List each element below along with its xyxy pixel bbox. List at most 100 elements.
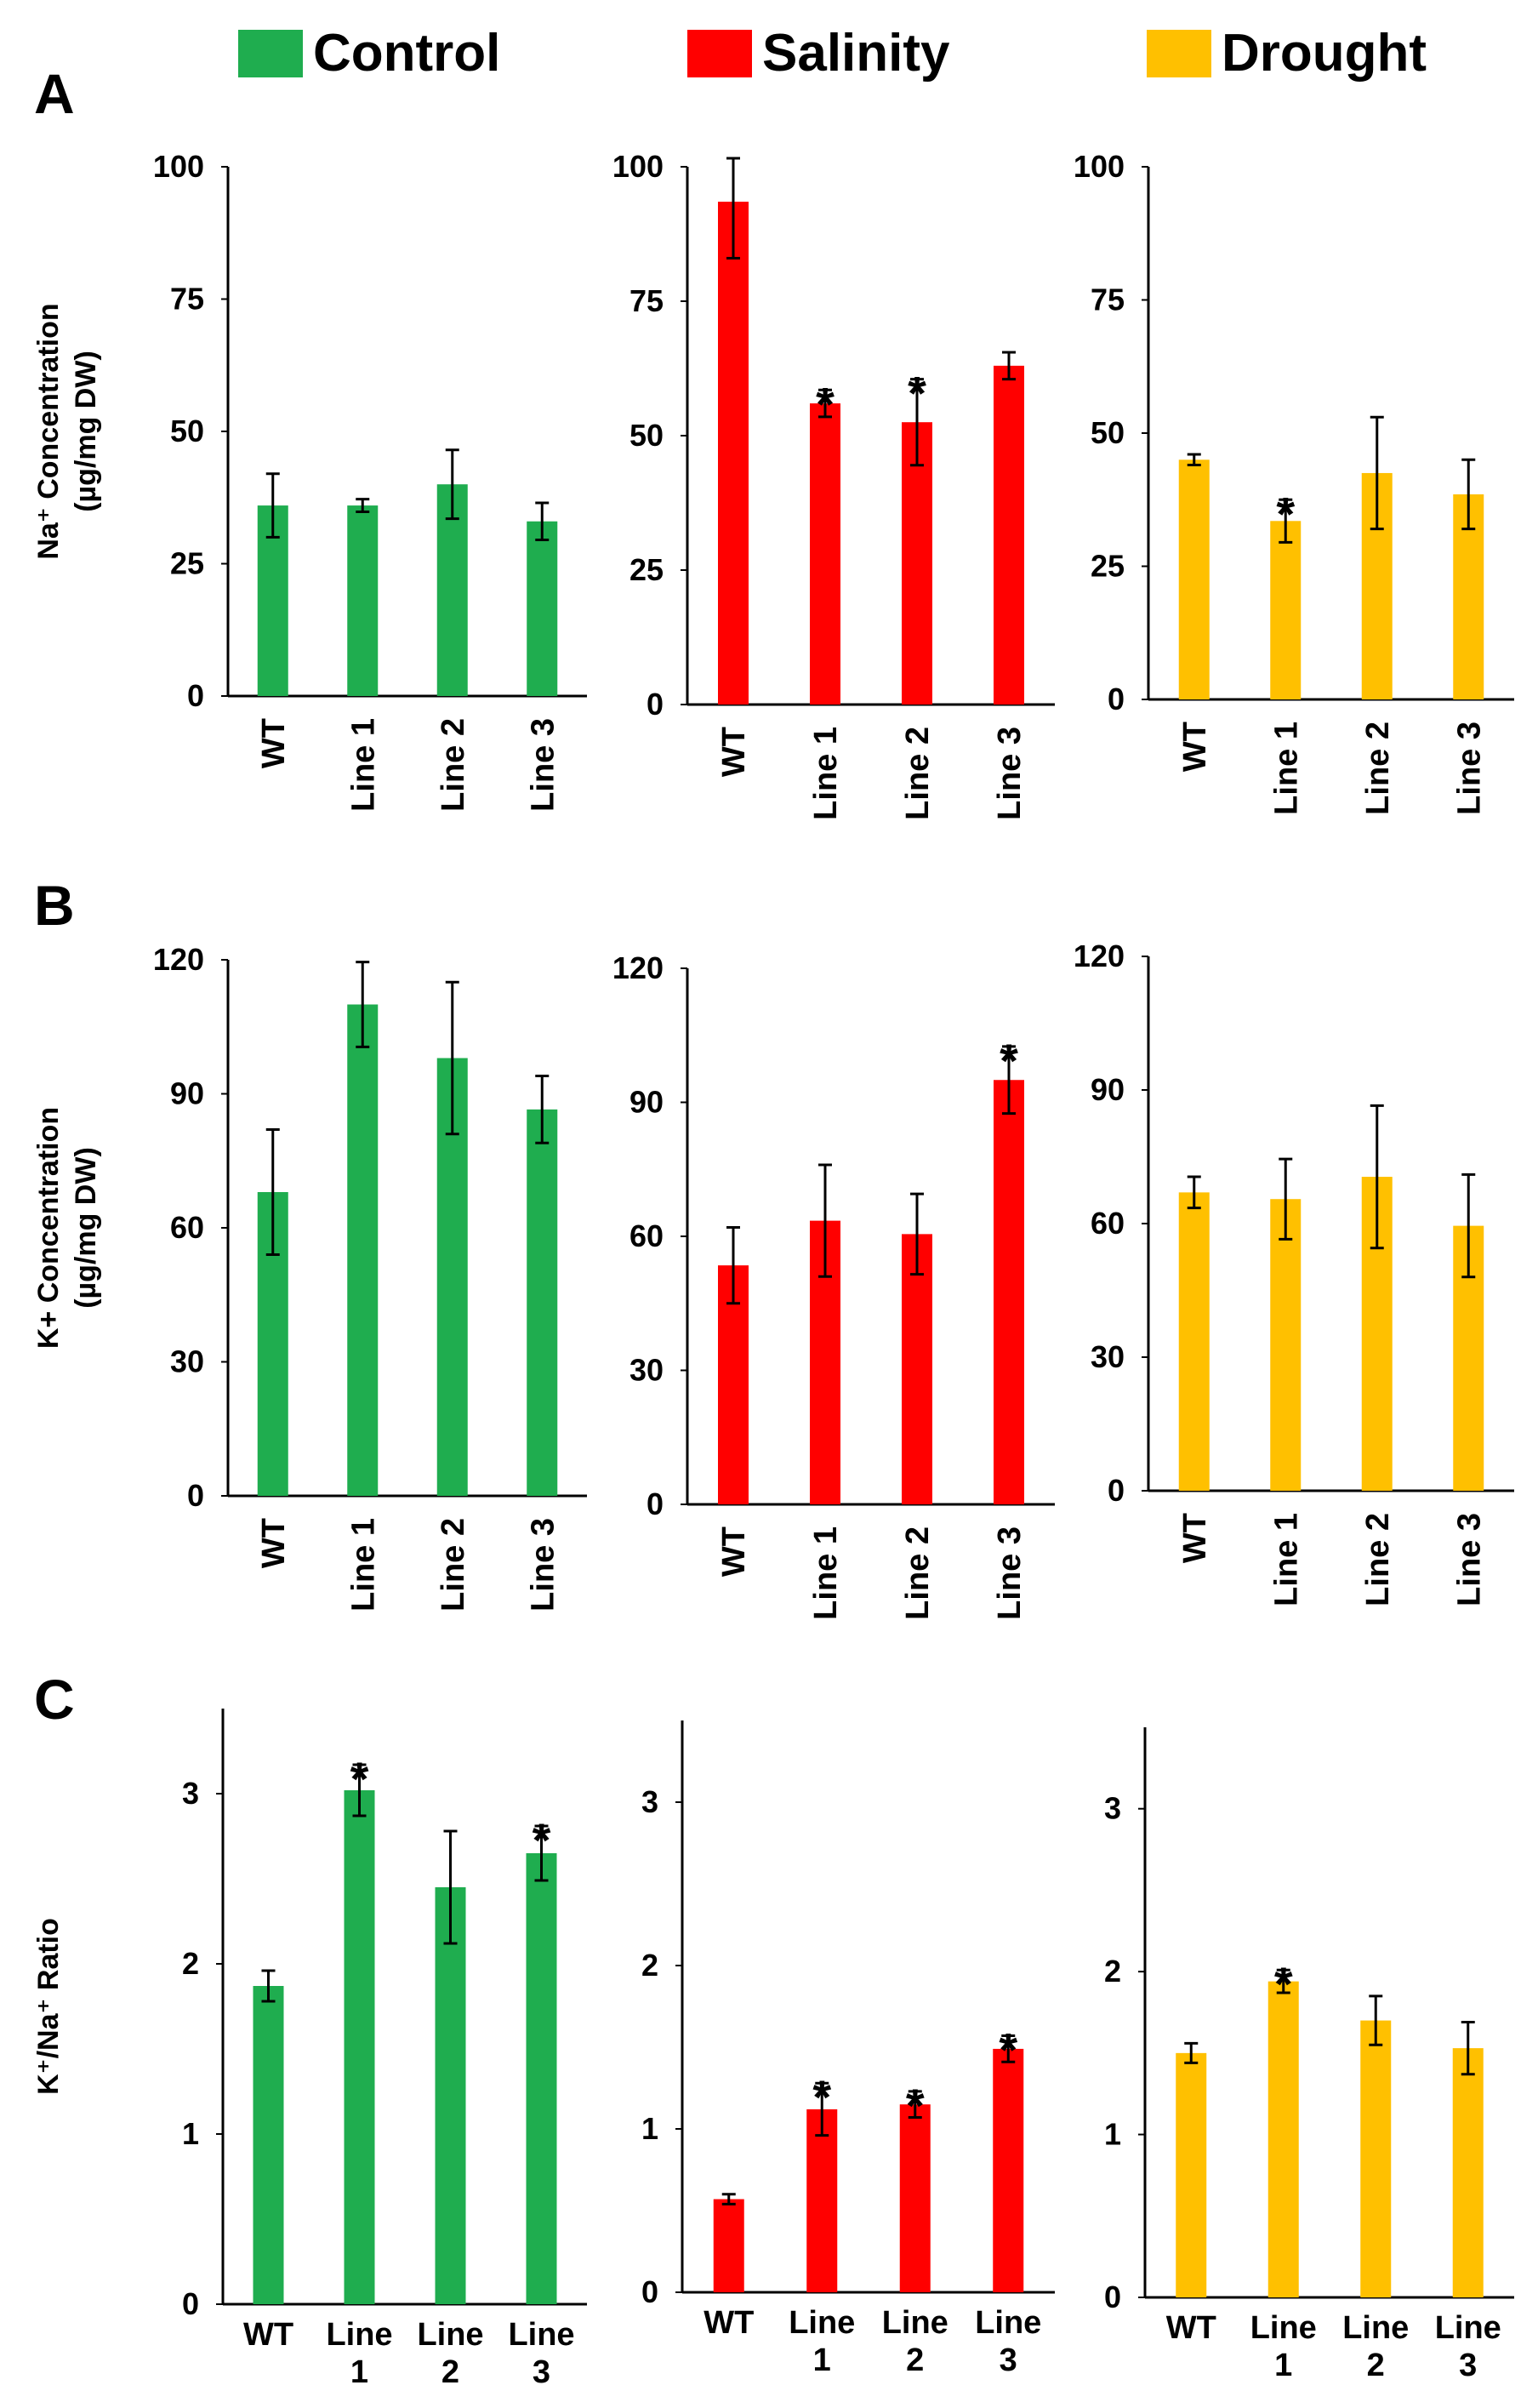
significance-star: * bbox=[1000, 1034, 1018, 1087]
significance-star: * bbox=[812, 2070, 831, 2124]
x-tick-label: Line 2 bbox=[900, 727, 936, 820]
x-tick-label: Line 1 bbox=[1250, 2310, 1317, 2383]
x-tick-label: Line 1 bbox=[1268, 1513, 1304, 1606]
bar-b-salinity-4 bbox=[994, 1080, 1024, 1504]
bar-c-salinity-4 bbox=[993, 2048, 1024, 2292]
y-tick-label: 60 bbox=[1091, 1206, 1125, 1241]
x-tick-label: Line 3 bbox=[992, 727, 1028, 820]
y-tick-label: 75 bbox=[170, 282, 204, 317]
chart-c-drought: 0 1 2 3 WT * Line 1 Line 2 Line 3 bbox=[1104, 1727, 1514, 2383]
bar-c-salinity-3 bbox=[899, 2104, 931, 2292]
x-tick-label: Line 3 bbox=[525, 1518, 561, 1612]
legend-swatch-control bbox=[238, 30, 303, 77]
x-tick-label: WT bbox=[703, 2305, 754, 2341]
legend-swatch-salinity bbox=[687, 30, 752, 77]
y-tick-label: 100 bbox=[153, 149, 204, 184]
x-tick-label: WT bbox=[1177, 1513, 1213, 1563]
significance-star: * bbox=[908, 367, 926, 420]
panel-letter-b: B bbox=[34, 874, 75, 937]
panel-letter-c: C bbox=[34, 1668, 75, 1731]
x-tick-label: Line 3 bbox=[975, 2305, 1041, 2378]
chart-c-salinity: 0 1 2 3 WT * Line 1 * Line 2 * Line 3 bbox=[641, 1720, 1055, 2378]
x-tick-label: Line 2 bbox=[1342, 2310, 1409, 2383]
panel-letter-a: A bbox=[34, 62, 75, 125]
legend-label-drought: Drought bbox=[1222, 24, 1427, 83]
y-tick-label: 0 bbox=[182, 2286, 199, 2321]
bar-b-salinity-1 bbox=[718, 1265, 749, 1504]
bar-c-control-2 bbox=[344, 1790, 375, 2304]
significance-star: * bbox=[906, 2079, 925, 2132]
x-tick-label: Line 2 bbox=[882, 2305, 948, 2378]
bar-a-drought-2 bbox=[1270, 521, 1302, 699]
x-tick-label: Line 1 bbox=[345, 1518, 381, 1612]
x-tick-label: Line 3 bbox=[1435, 2310, 1501, 2383]
y-tick-label: 25 bbox=[170, 546, 204, 581]
y-tick-label: 120 bbox=[1074, 939, 1125, 973]
y-tick-label: 30 bbox=[629, 1353, 664, 1388]
x-tick-label: Line 2 bbox=[436, 1518, 471, 1612]
bar-a-salinity-4 bbox=[994, 365, 1024, 705]
y-tick-label: 1 bbox=[1104, 2117, 1121, 2152]
y-tick-label: 60 bbox=[629, 1218, 664, 1253]
x-tick-label: Line 3 bbox=[992, 1526, 1028, 1620]
significance-star: * bbox=[999, 2023, 1017, 2077]
y-tick-label: 50 bbox=[170, 414, 204, 448]
y-tick-label: 0 bbox=[641, 2274, 658, 2309]
x-tick-label: Line 2 bbox=[436, 718, 471, 812]
x-tick-label: Line 3 bbox=[525, 718, 561, 812]
y-tick-label: 90 bbox=[170, 1076, 204, 1111]
y-tick-label: 75 bbox=[1091, 282, 1125, 317]
x-tick-label: Line 1 bbox=[789, 2305, 855, 2378]
y-tick-label: 90 bbox=[629, 1085, 664, 1120]
bar-b-control-2 bbox=[347, 1004, 379, 1496]
bar-c-salinity-2 bbox=[806, 2108, 838, 2292]
bar-a-control-4 bbox=[527, 521, 558, 696]
y-tick-label: 2 bbox=[182, 1946, 199, 1981]
y-tick-label: 0 bbox=[1108, 682, 1125, 716]
y-tick-label: 1 bbox=[641, 2111, 658, 2146]
legend-swatch-drought bbox=[1147, 30, 1211, 77]
x-tick-label: Line 1 bbox=[808, 727, 844, 820]
y-tick-label: 25 bbox=[1091, 549, 1125, 584]
bar-b-salinity-3 bbox=[902, 1234, 932, 1504]
y-tick-label: 75 bbox=[629, 283, 664, 318]
y-tick-label: 120 bbox=[612, 950, 664, 985]
x-tick-label: WT bbox=[1166, 2310, 1216, 2346]
x-tick-label: Line 2 bbox=[900, 1526, 936, 1620]
x-tick-label: Line 1 bbox=[808, 1526, 844, 1620]
bar-a-salinity-2 bbox=[810, 403, 840, 705]
x-tick-label: Line 3 bbox=[1451, 1513, 1487, 1606]
y-axis-label-b: K+ Concentration (µg/mg DW) bbox=[32, 1107, 102, 1349]
chart-b-control: 0 30 60 90 120 K+ Concentration (µg/mg DW) WT Li… bbox=[32, 942, 587, 1612]
bar-c-control-4 bbox=[526, 1853, 557, 2304]
y-tick-label: 100 bbox=[1074, 149, 1125, 184]
significance-star: * bbox=[350, 1752, 369, 1806]
y-tick-label: 0 bbox=[1104, 2280, 1121, 2314]
bar-c-drought-3 bbox=[1360, 2020, 1392, 2297]
y-tick-label: 100 bbox=[612, 149, 664, 184]
chart-b-drought: 0 30 60 90 120 WT Line 1 Line 2 Line 3 bbox=[1074, 939, 1514, 1606]
x-tick-label: WT bbox=[243, 2317, 293, 2353]
bar-c-control-1 bbox=[253, 1986, 284, 2304]
y-tick-label: 120 bbox=[153, 942, 204, 977]
y-tick-label: 50 bbox=[629, 418, 664, 453]
y-tick-label: 30 bbox=[1091, 1339, 1125, 1374]
y-tick-label: 3 bbox=[641, 1784, 658, 1819]
x-tick-label: Line 3 bbox=[508, 2317, 574, 2390]
x-tick-label: Line 1 bbox=[326, 2317, 392, 2390]
bar-a-salinity-1 bbox=[718, 202, 749, 705]
x-tick-label: Line 2 bbox=[1360, 1513, 1396, 1606]
x-tick-label: WT bbox=[1177, 722, 1213, 772]
chart-b-salinity: 0 30 60 90 120 WT Line 1 Line 2 * Line 3 bbox=[612, 950, 1055, 1620]
y-axis-label-a: Na⁺ Concentration (µg/mg DW) bbox=[32, 303, 102, 559]
y-tick-label: 1 bbox=[182, 2116, 199, 2151]
y-tick-label: 0 bbox=[647, 1486, 664, 1521]
x-tick-label: Line 2 bbox=[1360, 722, 1396, 815]
bar-c-drought-1 bbox=[1176, 2052, 1207, 2297]
chart-c-control: 0 1 2 3 K⁺/Na⁺ Ratio WT * Line 1 Line 2 * Line 3 bbox=[32, 1709, 587, 2390]
chart-a-control: 0 25 50 75 100 Na⁺ Concentration (µg/mg DW) WT L… bbox=[32, 149, 587, 812]
significance-star: * bbox=[816, 377, 835, 431]
bar-a-drought-1 bbox=[1178, 459, 1210, 699]
significance-star: * bbox=[1274, 1957, 1293, 2011]
